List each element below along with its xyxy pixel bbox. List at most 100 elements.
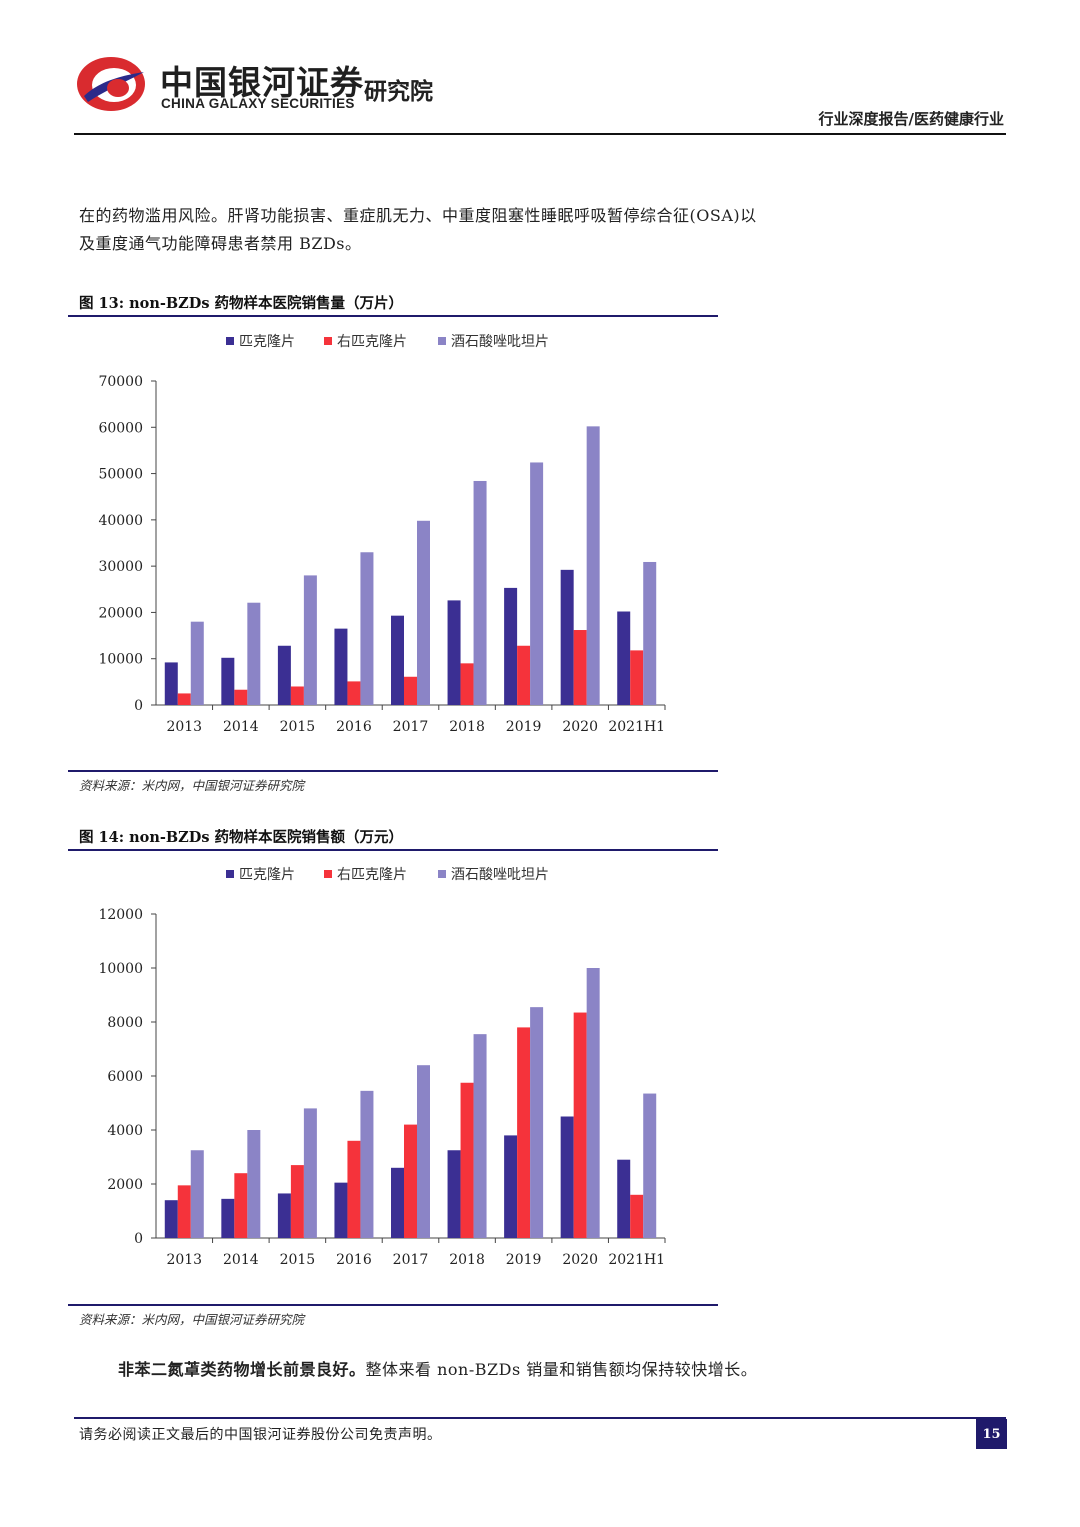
intro-line-2: 及重度通气功能障碍患者禁用 BZDs。 (79, 234, 362, 253)
conclusion-lead: 非苯二氮䓬类药物增长前景良好。 (118, 1360, 366, 1379)
galaxy-logo-icon (77, 57, 145, 111)
page-number: 15 (976, 1419, 1007, 1449)
bar-匹克隆片-2018 (447, 1150, 461, 1238)
bar-匹克隆片-2014 (221, 657, 235, 705)
y-tick-label: 20000 (98, 605, 143, 621)
bar-匹克隆片-2018 (447, 600, 461, 705)
y-tick-label: 60000 (98, 420, 143, 436)
legend-label: 酒石酸唑吡坦片 (451, 867, 549, 883)
bar-酒石酸唑吡坦片-2014 (247, 1130, 261, 1238)
x-tick-label: 2015 (280, 719, 316, 735)
bar-酒石酸唑吡坦片-2019 (530, 1007, 544, 1238)
figure-14-source: 资料来源：米内网，中国银河证券研究院 (79, 1312, 305, 1327)
figure-13-top-rule (68, 315, 718, 317)
x-tick-label: 2018 (449, 1252, 485, 1268)
bar-右匹克隆片-2018 (460, 1082, 474, 1238)
x-tick-label: 2020 (562, 1252, 598, 1268)
report-type: 行业深度报告/医药健康行业 (818, 110, 1004, 128)
bar-右匹克隆片-2019 (517, 645, 531, 705)
legend-swatch (226, 870, 234, 878)
legend-swatch (438, 337, 446, 345)
conclusion-paragraph: 非苯二氮䓬类药物增长前景良好。整体来看 non-BZDs 销量和销售额均保持较快… (118, 1356, 757, 1380)
y-tick-label: 0 (134, 698, 143, 714)
bar-右匹克隆片-2019 (517, 1027, 531, 1238)
bar-右匹克隆片-2021H1 (630, 1194, 644, 1238)
legend-label: 右匹克隆片 (337, 334, 407, 350)
bar-右匹克隆片-2014 (234, 1173, 248, 1238)
bar-右匹克隆片-2018 (460, 663, 474, 705)
bar-酒石酸唑吡坦片-2013 (190, 621, 204, 705)
bar-酒石酸唑吡坦片-2016 (360, 552, 374, 705)
chart-legend: 匹克隆片 右匹克隆片 酒石酸唑吡坦片 (226, 334, 549, 350)
x-tick-label: 2013 (166, 719, 202, 735)
bar-右匹克隆片-2013 (177, 1185, 191, 1238)
bar-酒石酸唑吡坦片-2017 (417, 520, 430, 705)
bar-匹克隆片-2020 (560, 569, 574, 705)
bar-酒石酸唑吡坦片-2018 (473, 1034, 487, 1238)
bar-酒石酸唑吡坦片-2014 (247, 602, 261, 705)
x-tick-label: 2021H1 (608, 719, 665, 735)
bar-匹克隆片-2015 (277, 1193, 291, 1238)
bar-酒石酸唑吡坦片-2016 (360, 1090, 374, 1238)
conclusion-text: 整体来看 non-BZDs 销量和销售额均保持较快增长。 (365, 1360, 758, 1379)
bar-右匹克隆片-2015 (290, 1165, 304, 1238)
intro-line-1: 在的药物滥用风险。肝肾功能损害、重症肌无力、中重度阻塞性睡眠呼吸暂停综合征(OS… (79, 206, 757, 225)
bar-匹克隆片-2019 (504, 1135, 518, 1238)
bar-匹克隆片-2020 (560, 1116, 574, 1238)
bar-右匹克隆片-2017 (404, 1124, 417, 1238)
brand-name-cn: 中国银河证券 (160, 63, 364, 102)
bar-酒石酸唑吡坦片-2020 (586, 426, 600, 705)
footer-divider (74, 1417, 1006, 1419)
y-tick-label: 8000 (107, 1015, 143, 1031)
y-tick-label: 4000 (107, 1123, 143, 1139)
y-tick-label: 40000 (98, 513, 143, 529)
legend-label: 酒石酸唑吡坦片 (451, 334, 549, 350)
figure-13-bottom-rule (68, 770, 718, 772)
legend-swatch (226, 337, 234, 345)
x-tick-label: 2021H1 (608, 1252, 665, 1268)
bar-匹克隆片-2014 (221, 1198, 235, 1238)
y-tick-label: 30000 (98, 559, 143, 575)
bar-右匹克隆片-2021H1 (630, 650, 644, 705)
x-tick-label: 2014 (223, 719, 259, 735)
x-tick-label: 2019 (506, 719, 542, 735)
figure-14-top-rule (68, 849, 718, 851)
figure-14-bottom-rule (68, 1304, 718, 1306)
x-tick-label: 2016 (336, 1252, 372, 1268)
bar-右匹克隆片-2013 (177, 693, 191, 705)
bar-右匹克隆片-2016 (347, 1140, 361, 1238)
y-tick-label: 50000 (98, 467, 143, 483)
x-tick-label: 2017 (393, 719, 429, 735)
chart-legend: 匹克隆片 右匹克隆片 酒石酸唑吡坦片 (226, 867, 549, 883)
bar-匹克隆片-2021H1 (617, 611, 631, 705)
y-tick-label: 10000 (98, 961, 143, 977)
figure-13-chart: 匹克隆片 右匹克隆片 酒石酸唑吡坦片 0 10000 20000 30000 40000 500… (98, 334, 666, 735)
figure-13-source: 资料来源：米内网，中国银河证券研究院 (79, 778, 305, 793)
legend-label: 匹克隆片 (239, 334, 295, 350)
bar-右匹克隆片-2016 (347, 681, 361, 705)
bar-匹克隆片-2015 (277, 645, 291, 705)
legend-swatch (324, 870, 332, 878)
bar-匹克隆片-2016 (334, 1182, 348, 1238)
bar-右匹克隆片-2020 (573, 1012, 587, 1238)
x-tick-label: 2015 (280, 1252, 316, 1268)
bar-酒石酸唑吡坦片-2015 (303, 575, 317, 705)
bar-酒石酸唑吡坦片-2018 (473, 480, 487, 705)
y-tick-label: 12000 (98, 907, 143, 923)
y-tick-label: 2000 (107, 1177, 143, 1193)
figure-13-title: 图 13: non-BZDs 药物样本医院销售量（万片） (79, 295, 404, 312)
legend-swatch (324, 337, 332, 345)
bar-右匹克隆片-2020 (573, 630, 587, 705)
header-divider (74, 133, 1006, 135)
figure-14-chart: 匹克隆片 右匹克隆片 酒石酸唑吡坦片 0 2000 4000 6000 8000 10000 12… (98, 867, 666, 1268)
bar-匹克隆片-2017 (391, 1167, 404, 1238)
y-tick-label: 0 (134, 1231, 143, 1247)
bar-酒石酸唑吡坦片-2015 (303, 1108, 317, 1238)
legend-swatch (438, 870, 446, 878)
figure-14-title: 图 14: non-BZDs 药物样本医院销售额（万元） (79, 829, 404, 846)
brand-subtitle: 研究院 (364, 79, 433, 105)
bar-酒石酸唑吡坦片-2021H1 (643, 561, 657, 705)
bar-右匹克隆片-2017 (404, 676, 417, 705)
legend-label: 右匹克隆片 (337, 867, 407, 883)
disclaimer: 请务必阅读正文最后的中国银河证券股份公司免责声明。 (79, 1427, 442, 1443)
